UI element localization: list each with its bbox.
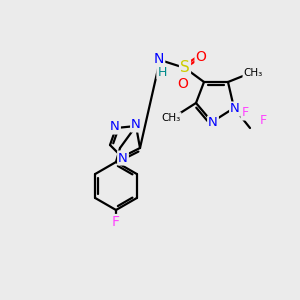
Text: O: O: [178, 77, 188, 91]
Text: N: N: [110, 121, 120, 134]
Text: S: S: [180, 61, 190, 76]
Text: CH₃: CH₃: [161, 113, 181, 123]
Text: N: N: [208, 116, 218, 130]
Text: H: H: [157, 65, 167, 79]
Text: N: N: [154, 52, 164, 66]
Text: F: F: [112, 215, 120, 229]
Text: N: N: [230, 103, 240, 116]
Text: N: N: [131, 118, 141, 131]
Text: N: N: [118, 152, 128, 164]
Text: O: O: [196, 50, 206, 64]
Text: F: F: [242, 106, 249, 119]
Text: F: F: [260, 113, 267, 127]
Text: CH₃: CH₃: [243, 68, 262, 78]
